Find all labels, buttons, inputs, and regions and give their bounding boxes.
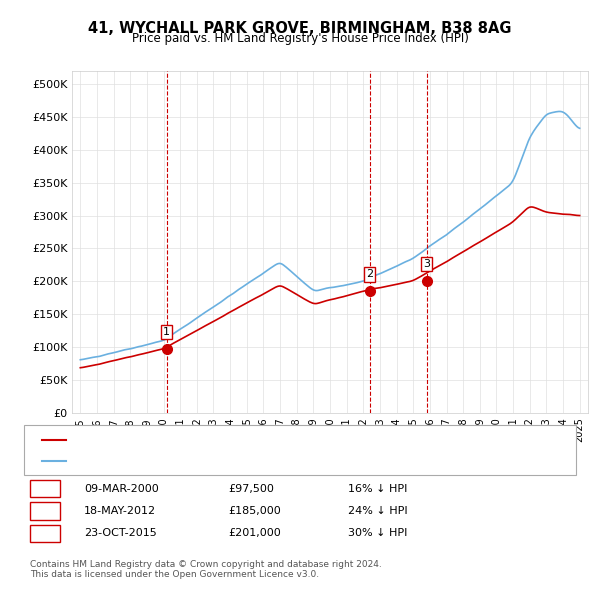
Text: 24% ↓ HPI: 24% ↓ HPI [348, 506, 407, 516]
Text: 18-MAY-2012: 18-MAY-2012 [84, 506, 156, 516]
Text: 30% ↓ HPI: 30% ↓ HPI [348, 529, 407, 538]
Text: £201,000: £201,000 [228, 529, 281, 538]
Text: 2: 2 [41, 506, 49, 516]
Text: 09-MAR-2000: 09-MAR-2000 [84, 484, 159, 493]
Text: 3: 3 [423, 259, 430, 269]
Text: 41, WYCHALL PARK GROVE, BIRMINGHAM, B38 8AG: 41, WYCHALL PARK GROVE, BIRMINGHAM, B38 … [88, 21, 512, 35]
Text: £97,500: £97,500 [228, 484, 274, 493]
Text: Price paid vs. HM Land Registry's House Price Index (HPI): Price paid vs. HM Land Registry's House … [131, 32, 469, 45]
Text: 2: 2 [366, 270, 373, 280]
Text: 1: 1 [41, 484, 49, 493]
Text: Contains HM Land Registry data © Crown copyright and database right 2024.
This d: Contains HM Land Registry data © Crown c… [30, 560, 382, 579]
Text: 41, WYCHALL PARK GROVE, BIRMINGHAM, B38 8AG (detached house): 41, WYCHALL PARK GROVE, BIRMINGHAM, B38 … [72, 435, 434, 444]
Text: 23-OCT-2015: 23-OCT-2015 [84, 529, 157, 538]
Text: £185,000: £185,000 [228, 506, 281, 516]
Text: 16% ↓ HPI: 16% ↓ HPI [348, 484, 407, 493]
Text: 1: 1 [163, 327, 170, 337]
Text: 3: 3 [41, 529, 49, 538]
Text: HPI: Average price, detached house, Birmingham: HPI: Average price, detached house, Birm… [72, 457, 329, 466]
